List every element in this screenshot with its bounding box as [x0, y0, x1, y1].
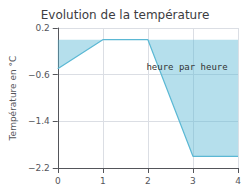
svg-text:heure par heure: heure par heure [146, 62, 227, 72]
svg-text:Température en °C: Température en °C [8, 56, 18, 142]
svg-text:0: 0 [55, 176, 61, 186]
svg-text:−0.6: −0.6 [28, 70, 50, 80]
svg-text:−2.2: −2.2 [28, 163, 50, 173]
svg-text:3: 3 [190, 176, 196, 186]
svg-text:−1.4: −1.4 [28, 116, 50, 126]
svg-text:0.2: 0.2 [35, 23, 49, 33]
svg-text:Evolution de la température: Evolution de la température [41, 8, 210, 22]
svg-text:1: 1 [100, 176, 106, 186]
svg-text:2: 2 [145, 176, 151, 186]
svg-text:4: 4 [235, 176, 241, 186]
